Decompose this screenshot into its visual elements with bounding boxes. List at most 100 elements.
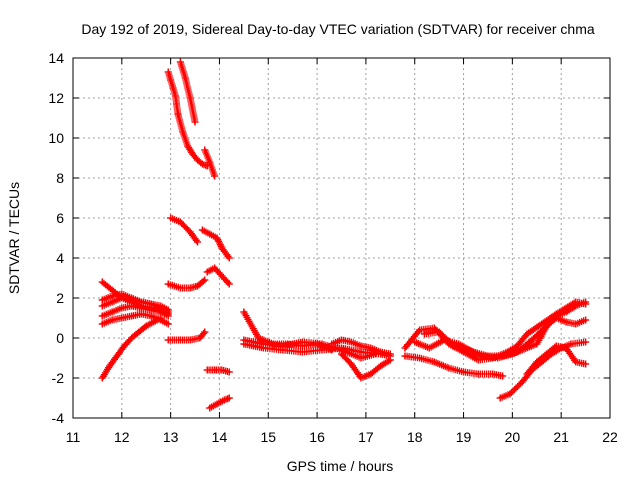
data-point bbox=[164, 68, 172, 76]
data-point bbox=[108, 286, 116, 294]
data-point bbox=[460, 368, 468, 376]
data-point bbox=[435, 328, 443, 336]
data-point bbox=[179, 128, 187, 136]
data-point bbox=[201, 276, 209, 284]
data-point bbox=[203, 268, 211, 276]
y-axis-label: SDTVAR / TECUs bbox=[6, 182, 22, 294]
data-point bbox=[186, 336, 194, 344]
data-point bbox=[198, 226, 206, 234]
data-point bbox=[338, 350, 345, 358]
data-point bbox=[582, 316, 590, 324]
data-point bbox=[128, 312, 136, 320]
data-point bbox=[128, 294, 136, 302]
data-point bbox=[169, 84, 177, 92]
data-point bbox=[416, 354, 424, 362]
data-point bbox=[543, 350, 551, 358]
data-point bbox=[513, 342, 521, 350]
data-point bbox=[338, 336, 345, 344]
x-tick-label: 22 bbox=[602, 429, 618, 445]
x-tick-label: 21 bbox=[553, 429, 569, 445]
data-point bbox=[206, 158, 214, 166]
data-point bbox=[430, 358, 438, 366]
x-tick-label: 14 bbox=[212, 429, 228, 445]
data-point bbox=[562, 308, 570, 316]
series-arc-26 bbox=[420, 298, 590, 362]
data-point bbox=[479, 352, 487, 360]
data-point bbox=[518, 346, 526, 354]
data-point bbox=[347, 338, 355, 346]
data-point bbox=[538, 320, 546, 328]
data-point bbox=[206, 404, 214, 412]
data-point bbox=[213, 234, 221, 242]
data-point bbox=[259, 340, 267, 348]
data-point bbox=[213, 400, 221, 408]
data-point bbox=[279, 342, 287, 350]
data-point bbox=[562, 344, 570, 352]
data-point bbox=[386, 356, 394, 364]
series-arc-13 bbox=[203, 264, 233, 288]
data-point bbox=[474, 356, 482, 364]
data-point bbox=[118, 304, 126, 312]
data-point bbox=[562, 318, 570, 326]
data-point bbox=[135, 328, 143, 336]
data-point bbox=[523, 330, 531, 338]
data-point bbox=[582, 360, 590, 368]
data-point bbox=[357, 354, 365, 362]
data-point bbox=[474, 370, 482, 378]
data-point bbox=[108, 292, 116, 300]
series-arc-11 bbox=[167, 214, 201, 246]
x-tick-label: 18 bbox=[407, 429, 423, 445]
data-point bbox=[128, 334, 136, 342]
x-tick-label: 15 bbox=[260, 429, 276, 445]
data-point bbox=[172, 92, 180, 100]
x-tick-label: 11 bbox=[66, 429, 81, 445]
data-point bbox=[181, 74, 189, 82]
data-point bbox=[401, 352, 409, 360]
data-point bbox=[193, 238, 201, 246]
x-tick-label: 17 bbox=[358, 429, 374, 445]
data-point bbox=[206, 230, 214, 238]
data-point bbox=[420, 330, 428, 338]
series-arc-16 bbox=[203, 366, 233, 376]
data-point bbox=[572, 320, 580, 328]
data-point bbox=[547, 314, 555, 322]
data-point bbox=[386, 350, 394, 358]
series-arc-15 bbox=[164, 328, 209, 344]
data-point bbox=[450, 342, 458, 350]
data-point bbox=[186, 94, 194, 102]
axis-ticks: 11 12 13 14 15 16 17 18 19 20 21 22 -4 -2 0 2 4 6 8 10 12 14 bbox=[48, 50, 618, 445]
data-point bbox=[118, 314, 126, 322]
x-tick-label: 13 bbox=[163, 429, 179, 445]
data-point bbox=[98, 302, 106, 310]
data-point bbox=[255, 334, 263, 342]
data-point bbox=[523, 370, 531, 378]
data-point bbox=[220, 396, 228, 404]
data-point bbox=[201, 146, 209, 154]
series-arc-10 bbox=[201, 146, 219, 180]
y-tick-label: 6 bbox=[56, 210, 64, 226]
data-point bbox=[211, 366, 219, 374]
data-point bbox=[572, 358, 580, 366]
data-point bbox=[328, 340, 336, 348]
data-point bbox=[411, 338, 419, 346]
data-point bbox=[499, 372, 507, 380]
y-tick-label: -2 bbox=[52, 370, 65, 386]
data-point bbox=[176, 218, 184, 226]
data-point bbox=[176, 284, 184, 292]
data-point bbox=[494, 354, 502, 362]
data-point bbox=[528, 336, 536, 344]
data-point bbox=[164, 308, 172, 316]
data-point bbox=[218, 244, 226, 252]
x-tick-label: 12 bbox=[114, 429, 130, 445]
series-arc-24 bbox=[401, 352, 507, 380]
plot-frame bbox=[72, 57, 611, 419]
data-point bbox=[186, 284, 194, 292]
data-point bbox=[357, 348, 365, 356]
series-arc-22 bbox=[338, 350, 394, 382]
data-point bbox=[318, 346, 326, 354]
data-point bbox=[506, 390, 514, 398]
data-point bbox=[189, 150, 197, 158]
data-point bbox=[196, 334, 204, 342]
